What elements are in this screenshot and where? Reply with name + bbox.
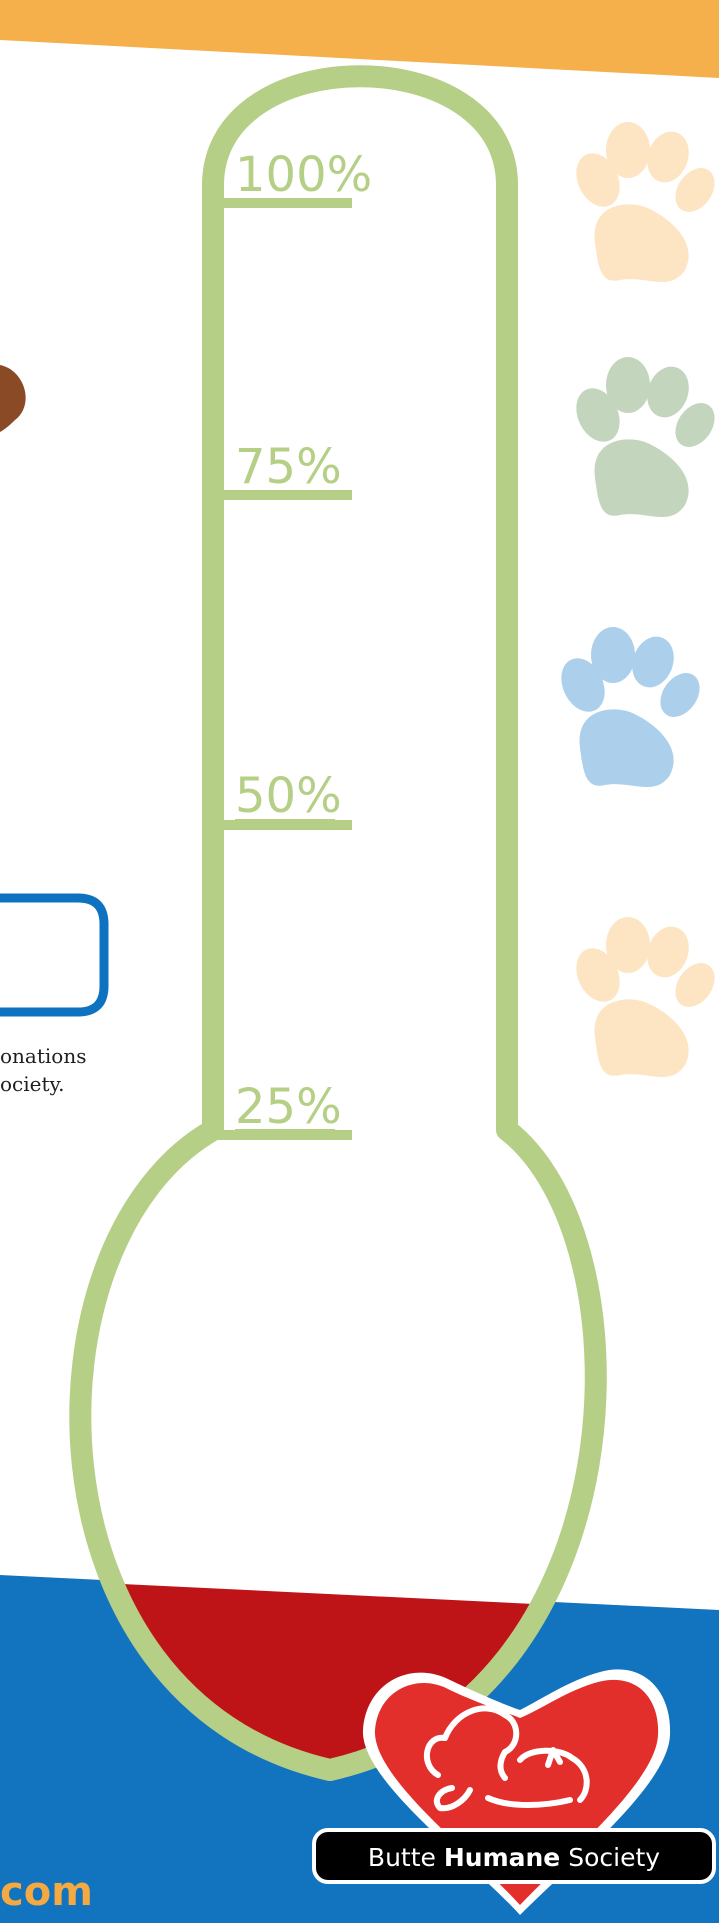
tick-label-100: 100%: [235, 147, 372, 203]
logo-dog-cat-icon: [423, 1705, 590, 1812]
organization-logo: Butte Humane Society: [312, 1669, 716, 1915]
body-text-line1: onations: [0, 1044, 86, 1068]
logo-name-text: Butte Humane Society: [368, 1843, 660, 1872]
thermometer-outline: [69, 65, 607, 1781]
logo-name-plate: [312, 1828, 716, 1884]
paw-icon: [568, 357, 719, 518]
paw-icon: [568, 917, 719, 1078]
tick-label-25: 25%: [235, 1079, 342, 1135]
tick-50: 50%: [213, 768, 352, 830]
top-banner-band: [0, 0, 719, 78]
tick-75: 75%: [213, 439, 352, 500]
tick-label-50: 50%: [235, 768, 342, 824]
paw-icon: [568, 122, 719, 283]
body-text-line2: ociety.: [0, 1072, 65, 1096]
tick-label-75: 75%: [235, 439, 342, 495]
tick-100: 100%: [213, 147, 372, 208]
tick-25: 25%: [213, 1079, 352, 1140]
partial-blue-frame: [0, 893, 109, 1017]
partial-decor-shape: [0, 365, 26, 432]
thermometer-interior: [80, 76, 596, 1770]
paw-icon: [553, 627, 708, 788]
website-url-fragment: com: [0, 1869, 93, 1915]
